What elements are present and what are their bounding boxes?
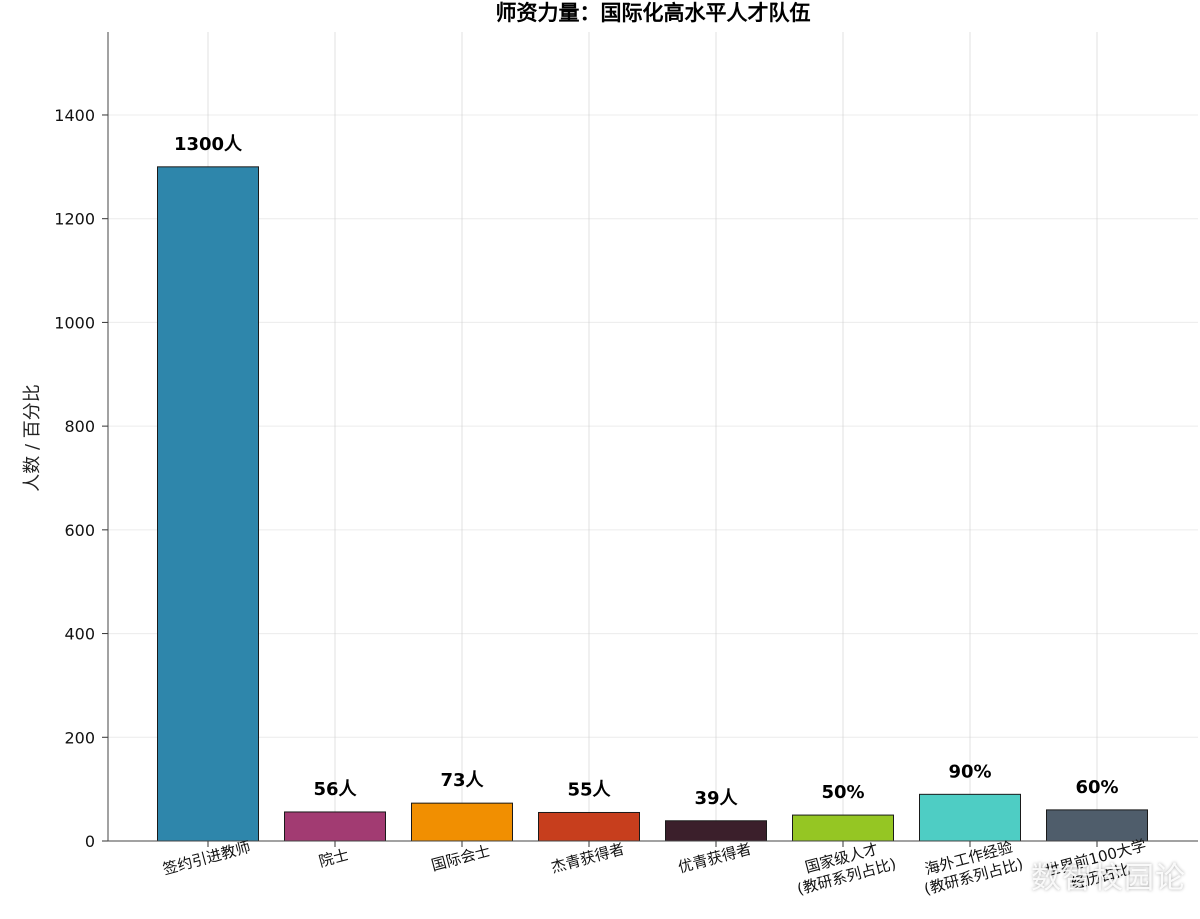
chart-title: 师资力量：国际化高水平人才队伍 xyxy=(496,1,811,25)
watermark: 数智校园论 xyxy=(1031,861,1186,896)
bar-value-label: 55人 xyxy=(567,779,611,800)
bar-value-label: 1300人 xyxy=(174,134,243,155)
bar-value-label: 56人 xyxy=(313,779,357,800)
x-tick-label: 国家级人才(教研系列占比) xyxy=(795,840,898,899)
y-tick-label: 400 xyxy=(64,625,95,644)
x-tick-label: 院士 xyxy=(317,846,351,871)
bar xyxy=(411,802,513,842)
bar xyxy=(157,166,259,842)
y-tick-label: 0 xyxy=(85,832,95,851)
x-tick-label: 签约引进教师 xyxy=(161,838,253,879)
bar xyxy=(665,820,767,842)
bar-value-label: 73人 xyxy=(440,770,484,791)
bar xyxy=(792,814,894,842)
x-tick-label-line: 院士 xyxy=(317,846,351,871)
bar xyxy=(284,811,386,842)
axes-layer xyxy=(102,32,1198,847)
y-axis-label: 人数 / 百分比 xyxy=(22,384,43,492)
x-tick-label-line: 杰青获得者 xyxy=(549,840,626,877)
x-tick-label: 杰青获得者 xyxy=(549,840,626,877)
x-tick-label-line: 国际会士 xyxy=(429,842,492,875)
x-tick-label-line: 签约引进教师 xyxy=(161,838,253,879)
x-tick-label: 海外工作经验(教研系列占比) xyxy=(922,838,1025,899)
bar-value-label: 60% xyxy=(1075,777,1118,798)
bars-layer xyxy=(157,166,1148,842)
y-tick-label: 1000 xyxy=(54,313,95,332)
grid-layer xyxy=(108,32,1198,842)
bar-value-label: 39人 xyxy=(694,788,738,809)
y-tick-label: 600 xyxy=(64,521,95,540)
x-tick-label-line: 优青获得者 xyxy=(676,840,753,877)
x-tick-label: 优青获得者 xyxy=(676,840,753,877)
bar-value-label: 50% xyxy=(821,782,864,803)
bar xyxy=(919,793,1021,842)
y-tick-label: 800 xyxy=(64,417,95,436)
y-tick-label: 1200 xyxy=(54,210,95,229)
y-tick-label: 200 xyxy=(64,728,95,747)
bar xyxy=(1046,809,1148,842)
bar xyxy=(538,811,640,842)
x-tick-label: 国际会士 xyxy=(429,842,492,875)
y-tick-label: 1400 xyxy=(54,106,95,125)
bar-value-label: 90% xyxy=(948,761,991,782)
